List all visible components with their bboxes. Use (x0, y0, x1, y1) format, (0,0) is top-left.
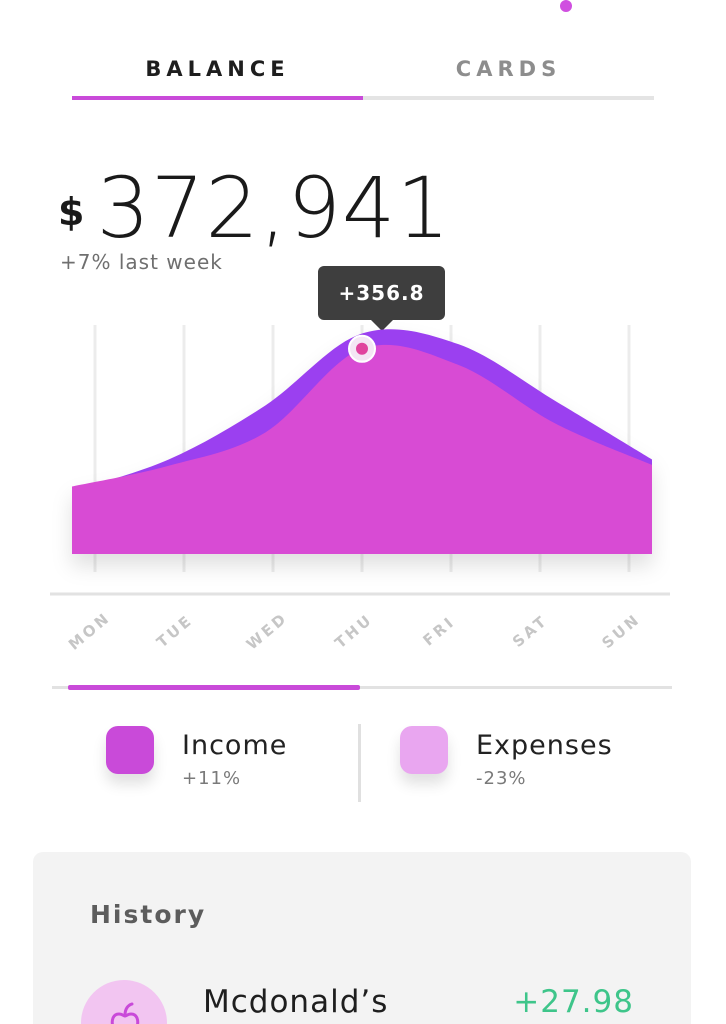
tab-active-indicator (72, 96, 363, 100)
tab-track (72, 96, 654, 100)
currency-symbol: $ (58, 190, 85, 234)
day-label-sat: SAT (508, 611, 552, 651)
tab-bar: BALANCE CARDS (72, 40, 654, 102)
expenses-swatch (400, 726, 448, 774)
balance-change: +7% last week (60, 250, 223, 274)
day-label-mon: MON (64, 608, 115, 654)
day-axis: MON TUE WED THU FRI SAT SUN (50, 600, 670, 670)
day-label-thu: THU (331, 609, 377, 653)
history-panel: History Mcdonald’s +27.98 (33, 852, 691, 1024)
income-change: +11% (182, 768, 242, 789)
food-icon (81, 980, 167, 1024)
balance-value: 372,941 (96, 159, 451, 257)
day-label-wed: WED (242, 608, 292, 654)
range-selector[interactable] (68, 685, 360, 690)
day-label-sun: SUN (598, 609, 645, 653)
income-swatch (106, 726, 154, 774)
expenses-change: -23% (476, 768, 527, 789)
history-merchant[interactable]: Mcdonald’s (203, 984, 389, 1020)
legend-income[interactable]: Income +11% (106, 726, 287, 806)
balance-area-chart[interactable] (50, 320, 670, 600)
day-label-tue: TUE (153, 610, 197, 652)
series-area-1 (72, 344, 652, 554)
expenses-label: Expenses (476, 730, 613, 761)
tab-balance[interactable]: BALANCE (145, 57, 290, 81)
balance-amount: $ 372,941 (58, 158, 451, 258)
chart-tooltip: +356.8 (318, 266, 445, 320)
day-label-fri: FRI (419, 612, 459, 650)
notification-dot (560, 0, 572, 12)
chart-tooltip-arrow (370, 319, 394, 331)
legend-divider (358, 724, 361, 802)
history-title: History (90, 900, 207, 929)
tab-cards[interactable]: CARDS (455, 57, 562, 81)
highlight-marker-dot (356, 342, 368, 355)
income-label: Income (182, 730, 288, 761)
legend-expenses[interactable]: Expenses -23% (400, 726, 613, 806)
history-amount: +27.98 (513, 984, 634, 1020)
range-track (52, 686, 672, 689)
